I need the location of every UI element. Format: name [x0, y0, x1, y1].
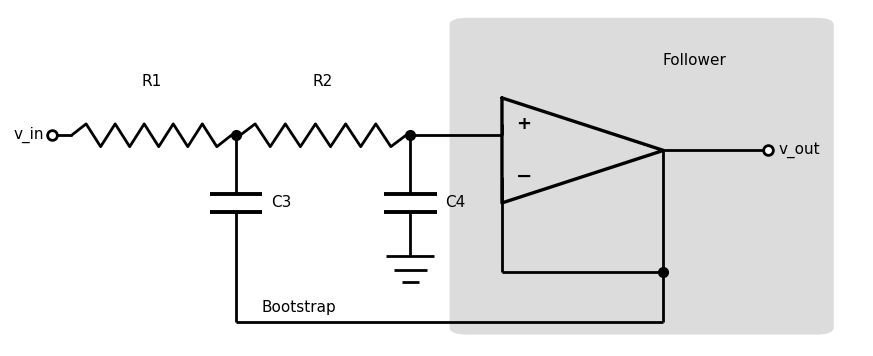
Text: −: −: [516, 167, 532, 186]
FancyBboxPatch shape: [450, 18, 834, 335]
Text: R1: R1: [141, 74, 162, 89]
Text: R2: R2: [313, 74, 333, 89]
Text: v_in: v_in: [13, 127, 44, 143]
Text: v_out: v_out: [779, 142, 821, 158]
Text: C3: C3: [271, 195, 291, 210]
Text: C4: C4: [445, 195, 465, 210]
Text: Bootstrap: Bootstrap: [262, 300, 337, 315]
Text: +: +: [516, 115, 532, 133]
Text: Follower: Follower: [662, 53, 726, 68]
